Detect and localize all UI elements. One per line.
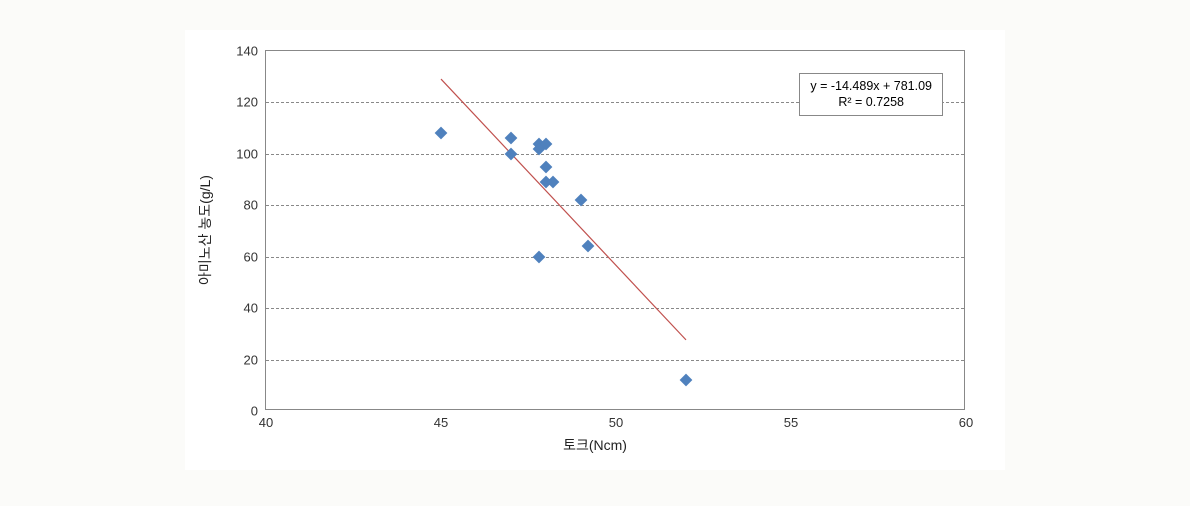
- x-axis-title: 토크(Ncm): [563, 435, 627, 455]
- equation-box: y = -14.489x + 781.09R² = 0.7258: [799, 73, 943, 117]
- y-tick-label: 80: [244, 198, 258, 213]
- x-tick-label: 55: [784, 415, 798, 430]
- y-tick-label: 40: [244, 301, 258, 316]
- plot-area: 0204060801001201404045505560y = -14.489x…: [265, 50, 965, 410]
- x-tick-label: 60: [959, 415, 973, 430]
- chart-container: 아미노산 농도(g/L) 020406080100120140404550556…: [185, 30, 1005, 470]
- y-tick-label: 0: [251, 404, 258, 419]
- x-tick-label: 40: [259, 415, 273, 430]
- r-squared-line: R² = 0.7258: [810, 94, 932, 111]
- y-tick-label: 20: [244, 352, 258, 367]
- y-tick-label: 100: [236, 146, 258, 161]
- x-tick-label: 45: [434, 415, 448, 430]
- equation-line: y = -14.489x + 781.09: [810, 78, 932, 95]
- y-tick-label: 60: [244, 249, 258, 264]
- y-axis-title: 아미노산 농도(g/L): [195, 175, 215, 285]
- x-tick-label: 50: [609, 415, 623, 430]
- y-tick-label: 120: [236, 95, 258, 110]
- y-tick-label: 140: [236, 44, 258, 59]
